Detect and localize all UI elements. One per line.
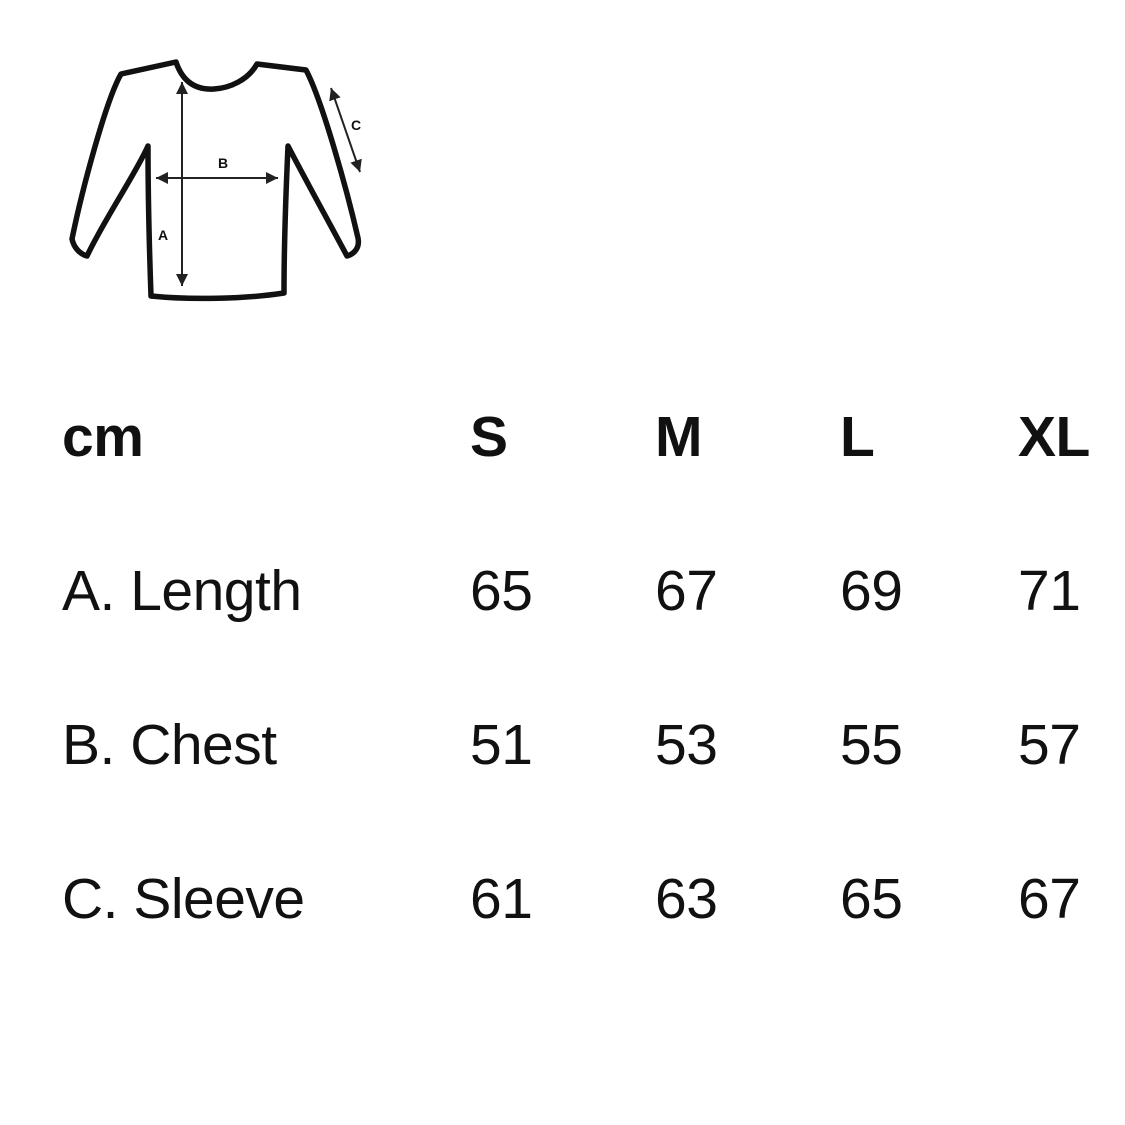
length-s-value: 65 [470,558,533,623]
size-header-xl: XL [1018,404,1090,469]
sleeve-arrow [329,87,362,173]
chest-s-value: 51 [470,712,533,777]
sleeve-arrow-label: C [351,117,361,133]
size-header-l: L [840,404,875,469]
size-header-s: S [470,404,508,469]
size-header-m: M [655,404,702,469]
chest-xl-value: 57 [1018,712,1081,777]
unit-header-cell: cm [62,404,144,469]
row-label-length: A. Length [62,558,302,623]
sleeve-xl-value: 67 [1018,866,1081,931]
chest-l-value: 55 [840,712,903,777]
sleeve-l-value: 65 [840,866,903,931]
length-arrow-label: A [158,227,168,243]
sleeve-s-value: 61 [470,866,533,931]
sleeve-m-value: 63 [655,866,718,931]
length-m-value: 67 [655,558,718,623]
size-diagram: A B C [45,30,390,330]
shirt-outline-icon [69,59,362,302]
row-label-sleeve: C. Sleeve [62,866,305,931]
row-label-chest: B. Chest [62,712,277,777]
size-diagram-svg: A B C [69,59,362,302]
chest-arrow-label: B [218,155,228,171]
length-xl-value: 71 [1018,558,1081,623]
length-l-value: 69 [840,558,903,623]
size-table: cm S M L XL A. Length 65 67 69 71 B. Che… [62,360,1125,976]
chest-m-value: 53 [655,712,718,777]
